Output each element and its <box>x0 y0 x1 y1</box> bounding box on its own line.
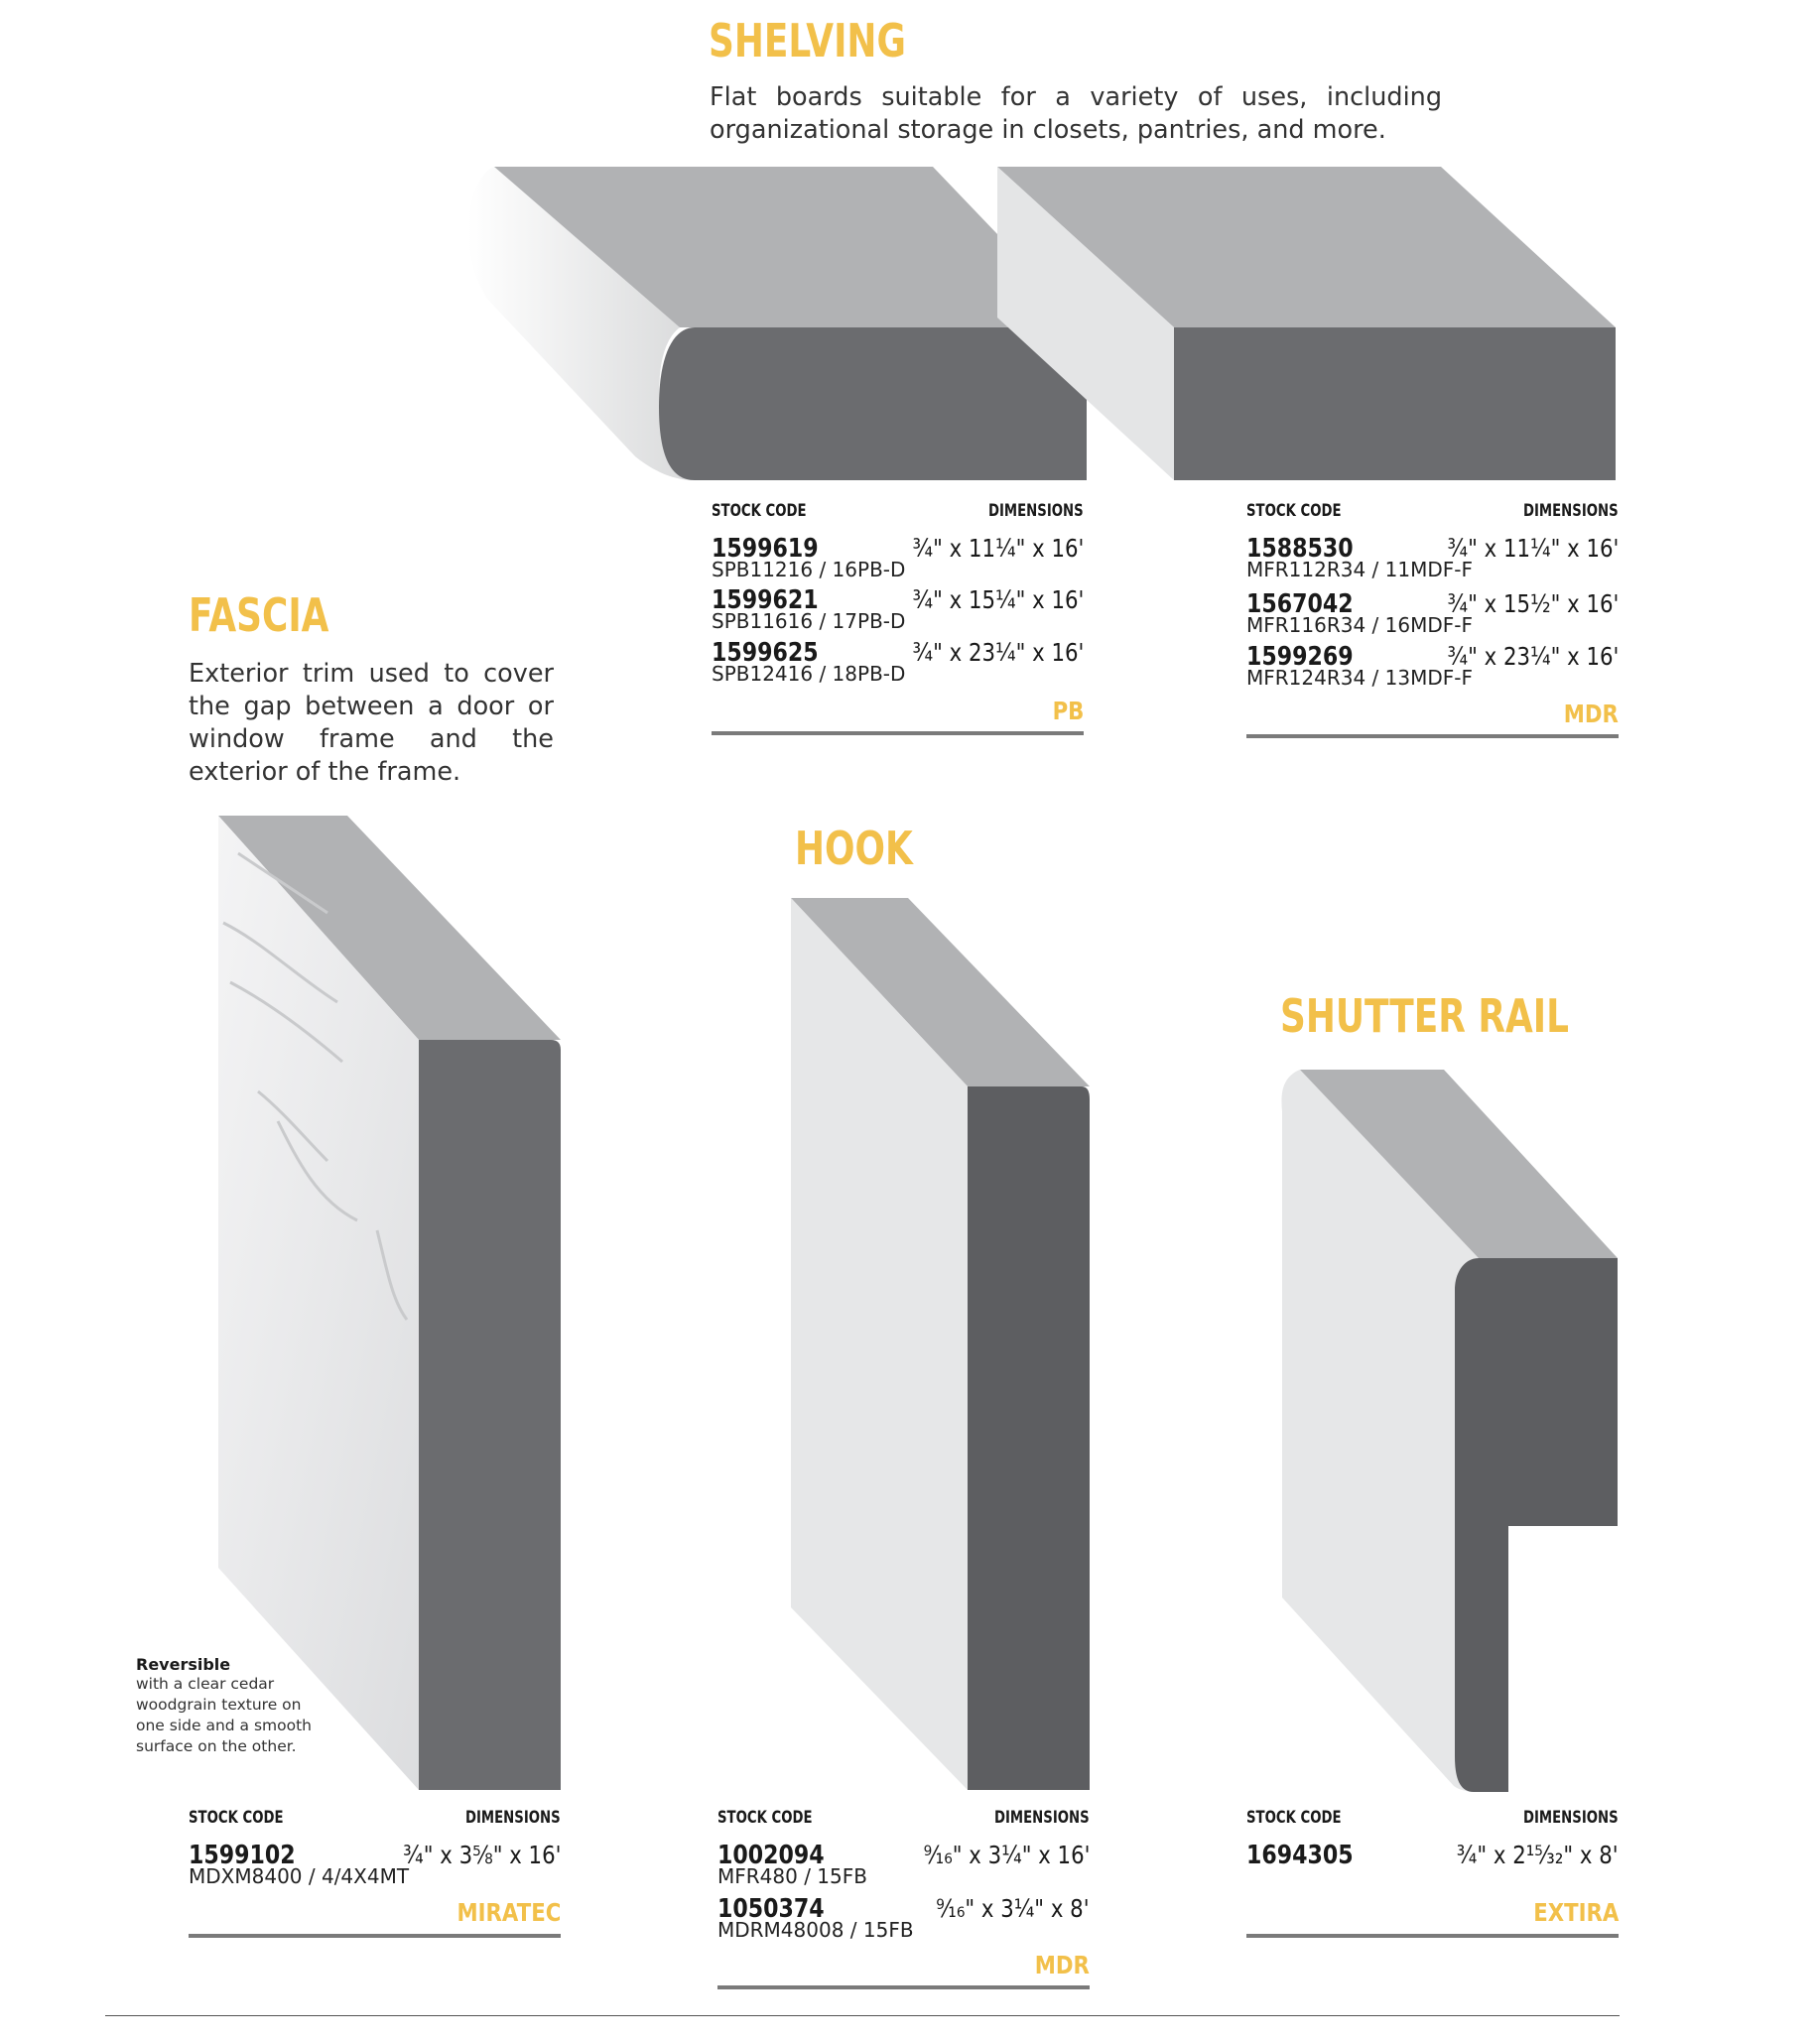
table-rule <box>1246 734 1619 738</box>
spec-row: 1599621 SPB11616 / 17PB-D ¾" x 15¼" x 16… <box>712 585 1084 637</box>
stock-code: 1599619 <box>712 534 819 564</box>
hook-title: HOOK <box>795 822 913 875</box>
dimensions-value: ⁹⁄₁₆" x 3¼" x 8' <box>936 1894 1090 1923</box>
stock-code-header: STOCK CODE <box>1246 1808 1342 1828</box>
page-footer-rule <box>105 2015 1620 2016</box>
stock-code: 1599269 <box>1246 642 1354 672</box>
product-number: SPB11616 / 17PB-D <box>712 609 906 633</box>
material-label: MIRATEC <box>456 1898 561 1927</box>
spec-row: 1588530 MFR112R34 / 11MDF-F ¾" x 11¼" x … <box>1246 534 1619 585</box>
hook-spec-table: STOCK CODE DIMENSIONS 1002094 MFR480 / 1… <box>717 1808 1090 1996</box>
fascia-note: Reversible with a clear cedar woodgrain … <box>136 1655 364 1757</box>
note-line: surface on the other. <box>136 1737 297 1755</box>
note-line: with a clear cedar <box>136 1675 275 1693</box>
fascia-title: FASCIA <box>189 588 329 642</box>
spec-row: 1599102 MDXM8400 / 4/4X4MT ¾" x 3⅝" x 16… <box>189 1841 561 1892</box>
dimensions-value: ⁹⁄₁₆" x 3¼" x 16' <box>923 1841 1090 1869</box>
spec-row: 1567042 MFR116R34 / 16MDF-F ¾" x 15½" x … <box>1246 589 1619 641</box>
table-rule <box>717 1985 1090 1989</box>
stock-code: 1567042 <box>1246 589 1354 619</box>
note-title: Reversible <box>136 1655 231 1674</box>
note-line: woodgrain texture on <box>136 1696 302 1714</box>
stock-code-header: STOCK CODE <box>712 501 807 521</box>
dimensions-value: ¾" x 23¼" x 16' <box>1447 642 1619 671</box>
dimensions-header: DIMENSIONS <box>988 501 1084 521</box>
dimensions-value: ¾" x 15¼" x 16' <box>912 585 1084 614</box>
dimensions-value: ¾" x 11¼" x 16' <box>1447 534 1619 563</box>
stock-code: 1599621 <box>712 585 819 615</box>
table-rule <box>712 731 1084 735</box>
material-label: MDR <box>1563 700 1619 728</box>
product-number: SPB12416 / 18PB-D <box>712 662 906 686</box>
fascia-description: Exterior trim used to cover the gap betw… <box>189 659 554 787</box>
table-rule <box>189 1934 561 1938</box>
stock-code: 1002094 <box>717 1841 825 1870</box>
dimensions-header: DIMENSIONS <box>994 1808 1090 1828</box>
shelving-description: Flat boards suitable for a variety of us… <box>710 82 1442 145</box>
dimensions-header: DIMENSIONS <box>1523 1808 1619 1828</box>
dimensions-value: ¾" x 23¼" x 16' <box>912 638 1084 667</box>
product-number: MDRM48008 / 15FB <box>717 1918 914 1942</box>
stock-code: 1588530 <box>1246 534 1354 564</box>
product-number: MFR480 / 15FB <box>717 1864 867 1888</box>
spec-row: 1050374 MDRM48008 / 15FB ⁹⁄₁₆" x 3¼" x 8… <box>717 1894 1090 1946</box>
dimensions-value: ¾" x 3⅝" x 16' <box>402 1841 561 1869</box>
shutter-rail-spec-table: STOCK CODE DIMENSIONS 1694305 ¾" x 2¹⁵⁄₃… <box>1246 1808 1619 1945</box>
spec-row: 1599625 SPB12416 / 18PB-D ¾" x 23¼" x 16… <box>712 638 1084 690</box>
stock-code: 1599625 <box>712 638 819 668</box>
spec-row: 1599619 SPB11216 / 16PB-D ¾" x 11¼" x 16… <box>712 534 1084 585</box>
dimensions-header: DIMENSIONS <box>465 1808 561 1828</box>
product-number: MFR124R34 / 13MDF-F <box>1246 666 1473 690</box>
stock-code-header: STOCK CODE <box>189 1808 284 1828</box>
product-number: MFR116R34 / 16MDF-F <box>1246 613 1473 637</box>
stock-code-header: STOCK CODE <box>1246 501 1342 521</box>
spec-row: 1599269 MFR124R34 / 13MDF-F ¾" x 23¼" x … <box>1246 642 1619 694</box>
shelving-spec-table-mdr: STOCK CODE DIMENSIONS 1588530 MFR112R34 … <box>1246 501 1619 743</box>
material-label: MDR <box>1034 1951 1090 1979</box>
dimensions-value: ¾" x 11¼" x 16' <box>912 534 1084 563</box>
table-rule <box>1246 1934 1619 1938</box>
product-number: MDXM8400 / 4/4X4MT <box>189 1864 410 1888</box>
material-label: PB <box>1052 697 1084 725</box>
shutter-rail-title: SHUTTER RAIL <box>1280 989 1570 1043</box>
dimensions-value: ¾" x 15½" x 16' <box>1447 589 1619 618</box>
note-line: one side and a smooth <box>136 1717 313 1734</box>
product-number: MFR112R34 / 11MDF-F <box>1246 558 1473 581</box>
fascia-spec-table: STOCK CODE DIMENSIONS 1599102 MDXM8400 /… <box>189 1808 561 1945</box>
shelving-spec-table-pb: STOCK CODE DIMENSIONS 1599619 SPB11216 /… <box>712 501 1084 739</box>
dimensions-header: DIMENSIONS <box>1523 501 1619 521</box>
stock-code: 1050374 <box>717 1894 825 1924</box>
product-number: SPB11216 / 16PB-D <box>712 558 906 581</box>
stock-code: 1599102 <box>189 1841 296 1870</box>
shelving-title: SHELVING <box>709 14 906 67</box>
dimensions-value: ¾" x 2¹⁵⁄₃₂" x 8' <box>1457 1841 1619 1869</box>
spec-row: 1002094 MFR480 / 15FB ⁹⁄₁₆" x 3¼" x 16' <box>717 1841 1090 1892</box>
stock-code: 1694305 <box>1246 1841 1354 1870</box>
spec-row: 1694305 ¾" x 2¹⁵⁄₃₂" x 8' <box>1246 1841 1619 1892</box>
material-label: EXTIRA <box>1532 1898 1619 1927</box>
stock-code-header: STOCK CODE <box>717 1808 813 1828</box>
